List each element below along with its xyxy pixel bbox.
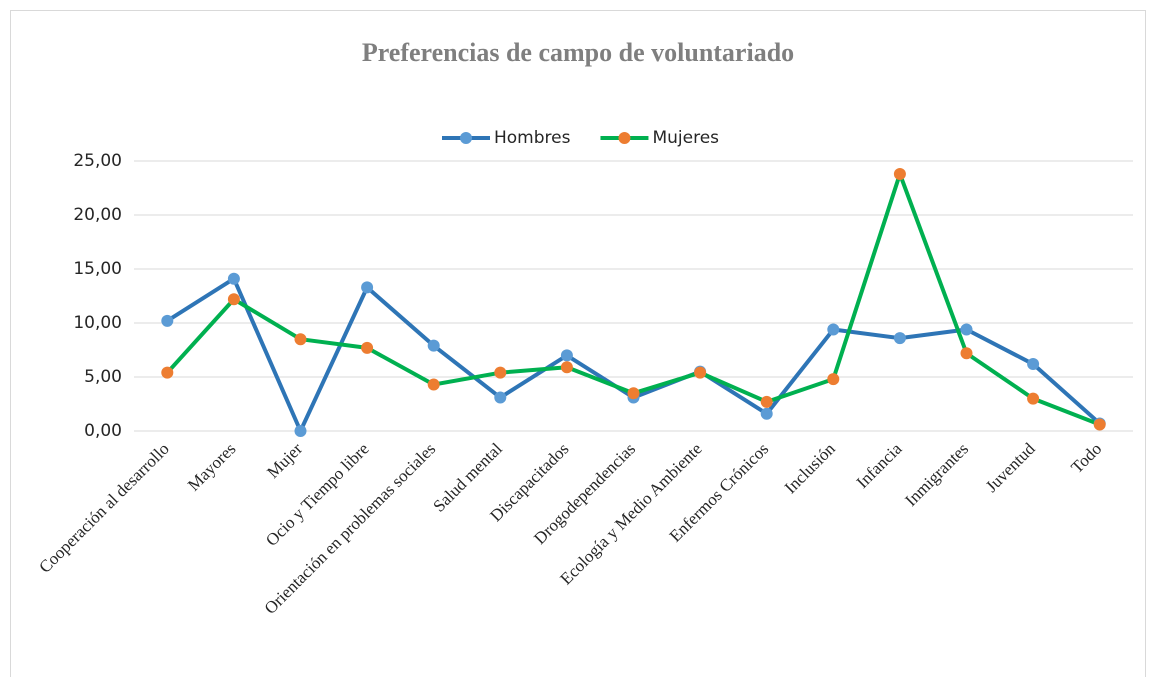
data-point (960, 323, 973, 336)
chart-frame (10, 10, 1146, 677)
data-point (760, 407, 773, 420)
y-tick-label: 15,00 (73, 259, 122, 279)
legend-label: Hombres (494, 128, 571, 148)
data-point (560, 349, 573, 362)
y-tick-label: 10,00 (73, 313, 122, 333)
data-point (494, 366, 507, 379)
data-point (427, 339, 440, 352)
data-point (627, 387, 640, 400)
data-point (361, 281, 374, 294)
data-point (427, 378, 440, 391)
data-point (1093, 418, 1106, 431)
y-tick-label: 25,00 (73, 151, 122, 171)
data-point (827, 323, 840, 336)
legend-marker (460, 132, 472, 144)
data-point (827, 373, 840, 386)
y-tick-label: 0,00 (84, 421, 122, 441)
y-tick-label: 5,00 (84, 367, 122, 387)
data-point (560, 361, 573, 374)
legend-label: Mujeres (652, 128, 719, 148)
data-point (893, 167, 906, 180)
data-point (361, 341, 374, 354)
data-point (893, 332, 906, 345)
chart-title: Preferencias de campo de voluntariado (362, 38, 794, 67)
y-tick-label: 20,00 (73, 205, 122, 225)
data-point (1027, 358, 1040, 371)
data-point (294, 425, 307, 437)
data-point (227, 293, 240, 306)
data-point (694, 366, 707, 379)
data-point (227, 272, 240, 285)
data-point (161, 314, 174, 327)
legend-marker (618, 132, 631, 144)
data-point (760, 395, 773, 408)
data-point (1027, 392, 1040, 405)
data-point (294, 333, 307, 346)
data-point (494, 391, 507, 404)
data-point (960, 347, 973, 360)
data-point (161, 366, 174, 379)
